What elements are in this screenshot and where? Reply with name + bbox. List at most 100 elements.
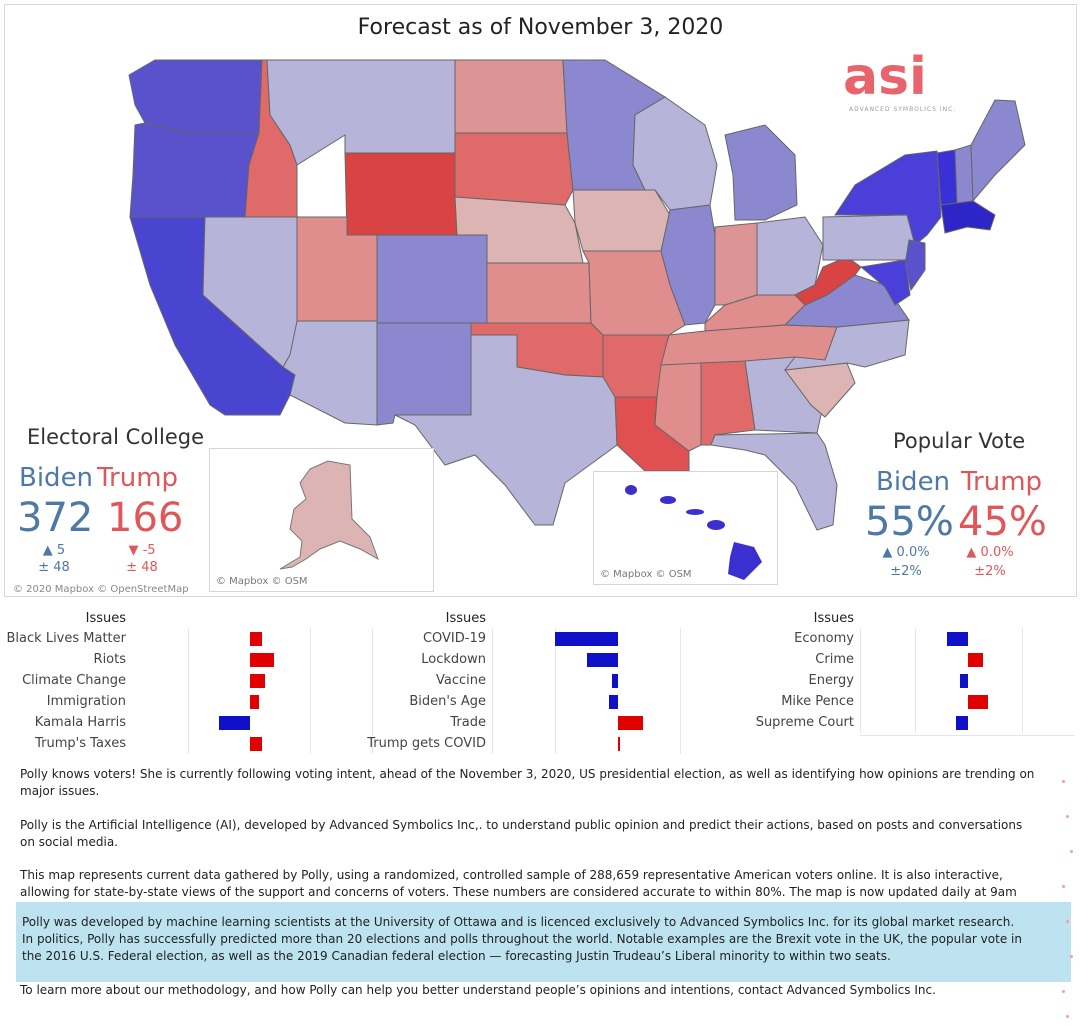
pv-trump-margin: ±2% [974,564,1006,579]
issue-bar[interactable] [618,737,620,751]
state-nh[interactable] [954,144,974,204]
state-wa[interactable] [128,59,263,134]
pv-biden-label: Biden [876,467,951,497]
hawaii-credit: © Mapbox © OSM [600,569,692,580]
state-tx[interactable] [394,334,618,526]
issue-label[interactable]: Trade [450,715,486,730]
issue-bar[interactable] [219,716,250,730]
issue-label[interactable]: Energy [808,673,854,688]
issue-bar[interactable] [618,716,643,730]
issues-gridline [860,628,861,733]
issues-gridline [1022,628,1023,733]
state-mi[interactable] [724,124,798,221]
issue-label[interactable]: Vaccine [436,673,486,688]
issues-gridline [372,628,373,754]
issues-gridline [188,628,189,754]
ec-trump-votes: 166 [107,495,184,541]
state-or[interactable] [129,122,260,218]
state-pa[interactable] [822,214,916,261]
issue-bar[interactable] [250,632,262,646]
state-in[interactable] [714,222,758,306]
issue-label[interactable]: Economy [794,631,854,646]
us-map[interactable] [5,5,1076,596]
issue-label[interactable]: Kamala Harris [34,715,126,730]
issue-bar[interactable] [555,632,618,646]
issue-bar[interactable] [609,695,618,709]
state-ny[interactable] [834,150,942,246]
electoral-college-title: Electoral College [27,425,205,449]
issue-label[interactable]: Black Lives Matter [6,631,126,646]
map-credit: © 2020 Mapbox © OpenStreetMap [13,584,189,595]
hawaii-inset[interactable]: © Mapbox © OSM [593,471,778,585]
state-co[interactable] [376,234,488,324]
state-hi-molokai[interactable] [686,509,704,515]
issues-gridline [310,628,311,754]
state-ia[interactable] [572,189,671,252]
polly-description: Polly is the Artificial Intelligence (AI… [20,818,1023,849]
pv-trump-label: Trump [961,467,1043,497]
issue-label[interactable]: Biden's Age [409,694,486,709]
issues-header: Issues [445,611,486,626]
issue-label[interactable]: Trump's Taxes [35,736,126,751]
alaska-inset[interactable]: © Mapbox © OSM [209,448,434,592]
issue-bar[interactable] [250,653,274,667]
contact-paragraph: To learn more about our methodology, and… [20,983,936,997]
decorative-dot [1062,885,1065,888]
state-hi-oahu[interactable] [660,496,676,504]
issues-gridline [680,628,681,754]
issue-bar[interactable] [956,716,968,730]
forecast-map-panel: Forecast as of November 3, 2020 [4,4,1077,597]
state-ks[interactable] [486,262,592,324]
issues-header: Issues [813,611,854,626]
issues-gridline [555,628,556,754]
decorative-dot [1070,850,1073,853]
issue-label[interactable]: Lockdown [421,652,486,667]
issue-label[interactable]: Climate Change [22,673,126,688]
issue-label[interactable]: Mike Pence [781,694,854,709]
logo-subtitle: ADVANCED SYMBOLICS INC. [849,106,957,113]
state-oh[interactable] [756,216,824,296]
state-hi-big-island[interactable] [728,542,762,580]
state-sd[interactable] [454,132,574,206]
issue-label[interactable]: Trump gets COVID [367,736,486,751]
decorative-dot [1062,990,1065,993]
state-az[interactable] [282,320,378,426]
issue-label[interactable]: Supreme Court [755,715,854,730]
issue-bar[interactable] [250,695,259,709]
ec-trump-change: ▼ -5 [128,543,156,558]
state-hi-kauai[interactable] [625,485,637,495]
issue-bar[interactable] [968,653,983,667]
state-fl[interactable] [710,432,838,531]
state-md[interactable] [859,259,911,306]
state-mt[interactable] [266,59,456,166]
ec-biden-label: Biden [19,463,94,493]
issue-label[interactable]: Crime [815,652,854,667]
state-ma[interactable] [940,200,996,234]
issue-label[interactable]: COVID-19 [422,631,486,646]
state-ak[interactable] [279,460,379,570]
decorative-dot [1066,920,1069,923]
decorative-dot [1062,780,1065,783]
intro-paragraph: Polly knows voters! She is currently fol… [20,767,1035,798]
issue-bar[interactable] [250,737,262,751]
ec-trump-label: Trump [97,463,179,493]
state-me[interactable] [970,99,1026,203]
state-nj[interactable] [904,239,926,292]
issue-bar[interactable] [960,674,968,688]
state-hi-maui[interactable] [707,520,725,530]
state-nd[interactable] [454,59,568,134]
ec-biden-votes: 372 [17,495,94,541]
state-wy[interactable] [344,152,458,236]
pv-biden-margin: ±2% [890,564,922,579]
about-paragraph: Polly was developed by machine learning … [22,915,1022,963]
issue-label[interactable]: Riots [93,652,126,667]
issue-bar[interactable] [968,695,988,709]
issue-bar[interactable] [947,632,968,646]
issue-label[interactable]: Immigration [46,694,126,709]
decorative-dot [1070,955,1073,958]
issue-bar[interactable] [587,653,618,667]
state-nm[interactable] [376,322,472,426]
state-vt[interactable] [936,149,958,206]
issue-bar[interactable] [612,674,618,688]
issue-bar[interactable] [250,674,265,688]
